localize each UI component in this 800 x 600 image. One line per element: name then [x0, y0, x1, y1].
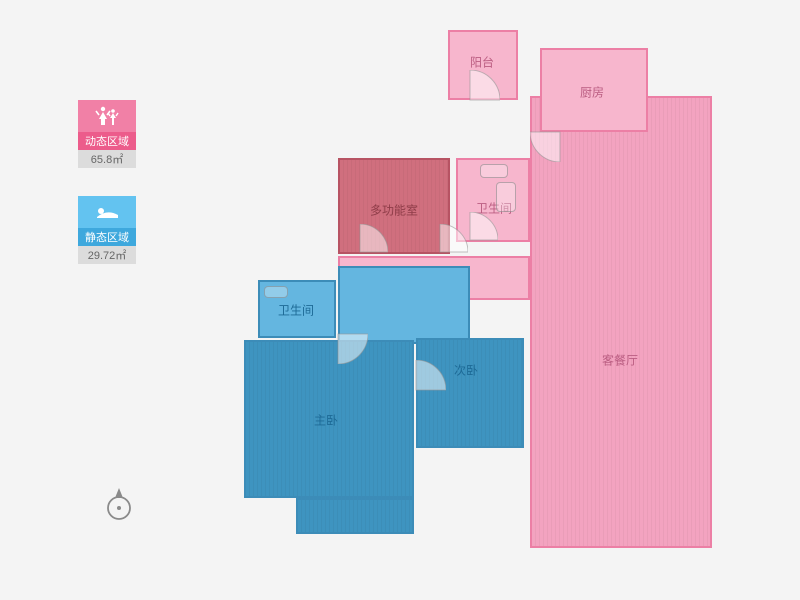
- people-icon: [95, 105, 119, 127]
- door-arc-1: [332, 224, 388, 280]
- room-balcony-label: 阳台: [470, 54, 494, 71]
- door-arc-0: [440, 70, 500, 130]
- sleep-icon: [94, 203, 120, 221]
- room-multi-label: 多功能室: [370, 202, 418, 219]
- floorplan-canvas: 动态区域65.8㎡静态区域29.72㎡客餐厅厨房阳台卫生间多功能室卫生间次卧主卧: [0, 0, 800, 600]
- door-arc-4: [308, 304, 368, 364]
- room-bed1_ext[interactable]: [296, 498, 414, 534]
- fixture-0: [480, 164, 508, 178]
- compass-icon: [105, 486, 133, 522]
- static-zone-label: 静态区域: [78, 228, 136, 246]
- room-kitchen-label: 厨房: [580, 84, 604, 101]
- dynamic-zone-label: 动态区域: [78, 132, 136, 150]
- room-bed2-label: 次卧: [454, 362, 478, 379]
- room-living-label: 客餐厅: [602, 352, 638, 369]
- static-zone-area: 29.72㎡: [78, 246, 136, 264]
- door-arc-6: [530, 102, 590, 162]
- dynamic-zone-area: 65.8㎡: [78, 150, 136, 168]
- room-living[interactable]: [530, 96, 712, 548]
- static-zone-icon[interactable]: [78, 196, 136, 228]
- dynamic-zone-icon[interactable]: [78, 100, 136, 132]
- fixture-1: [496, 182, 516, 212]
- door-arc-3: [442, 212, 498, 268]
- room-bed1-label: 主卧: [314, 412, 338, 429]
- fixture-2: [264, 286, 288, 298]
- door-arc-5: [386, 360, 446, 420]
